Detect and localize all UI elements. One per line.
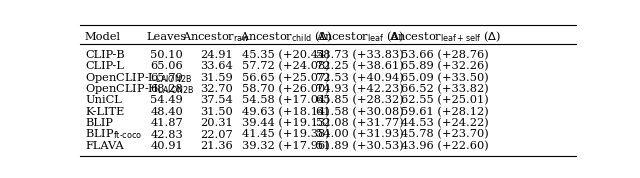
Text: BLIP$_{\rm ft\text{-}coco}$: BLIP$_{\rm ft\text{-}coco}$ <box>85 128 142 142</box>
Text: 65.79: 65.79 <box>150 73 183 83</box>
Text: 45.35 (+20.44): 45.35 (+20.44) <box>242 50 330 60</box>
Text: Ancestor$_{\rm leaf}$ ($\Delta$): Ancestor$_{\rm leaf}$ ($\Delta$) <box>316 30 404 44</box>
Text: 72.25 (+38.61): 72.25 (+38.61) <box>316 61 404 72</box>
Text: 44.53 (+24.22): 44.53 (+24.22) <box>401 118 488 128</box>
Text: 41.45 (+19.38): 41.45 (+19.38) <box>242 129 330 140</box>
Text: Model: Model <box>85 32 121 42</box>
Text: CLIP-L: CLIP-L <box>85 61 124 71</box>
Text: 56.65 (+25.07): 56.65 (+25.07) <box>242 73 330 83</box>
Text: FLAVA: FLAVA <box>85 141 124 151</box>
Text: 58.70 (+26.00): 58.70 (+26.00) <box>242 84 330 94</box>
Text: 57.72 (+24.08): 57.72 (+24.08) <box>242 61 330 72</box>
Text: 58.73 (+33.83): 58.73 (+33.83) <box>316 50 404 60</box>
Text: 66.52 (+33.82): 66.52 (+33.82) <box>401 84 488 94</box>
Text: 61.58 (+30.08): 61.58 (+30.08) <box>316 107 404 117</box>
Text: Leaves: Leaves <box>147 32 187 42</box>
Text: K-LITE: K-LITE <box>85 107 124 117</box>
Text: 72.53 (+40.94): 72.53 (+40.94) <box>316 73 404 83</box>
Text: 53.66 (+28.76): 53.66 (+28.76) <box>401 50 488 60</box>
Text: 37.54: 37.54 <box>200 95 233 105</box>
Text: 51.89 (+30.53): 51.89 (+30.53) <box>316 141 404 151</box>
Text: 31.59: 31.59 <box>200 73 233 83</box>
Text: 39.32 (+17.96): 39.32 (+17.96) <box>242 141 330 151</box>
Text: 32.70: 32.70 <box>200 84 233 94</box>
Text: Ancestor$_{\rm leaf+self}$ ($\Delta$): Ancestor$_{\rm leaf+self}$ ($\Delta$) <box>388 30 500 44</box>
Text: 65.85 (+28.32): 65.85 (+28.32) <box>316 95 404 106</box>
Text: 59.61 (+28.12): 59.61 (+28.12) <box>401 107 488 117</box>
Text: 20.31: 20.31 <box>200 118 233 128</box>
Text: 42.83: 42.83 <box>150 130 183 140</box>
Text: BLIP: BLIP <box>85 118 113 128</box>
Text: 45.78 (+23.70): 45.78 (+23.70) <box>401 129 488 140</box>
Text: 54.00 (+31.93): 54.00 (+31.93) <box>316 129 404 140</box>
Text: 22.07: 22.07 <box>200 130 233 140</box>
Text: 33.64: 33.64 <box>200 61 233 71</box>
Text: UniCL: UniCL <box>85 95 122 105</box>
Text: 50.10: 50.10 <box>150 50 183 60</box>
Text: Ancestor$_{\rm raw}$: Ancestor$_{\rm raw}$ <box>182 30 250 44</box>
Text: 48.40: 48.40 <box>150 107 183 117</box>
Text: 21.36: 21.36 <box>200 141 233 151</box>
Text: 65.06: 65.06 <box>150 61 183 71</box>
Text: 43.96 (+22.60): 43.96 (+22.60) <box>401 141 488 151</box>
Text: CLIP-B: CLIP-B <box>85 50 125 60</box>
Text: 54.58 (+17.04): 54.58 (+17.04) <box>242 95 330 106</box>
Text: 49.63 (+18.14): 49.63 (+18.14) <box>242 107 330 117</box>
Text: OpenCLIP-L$_{\rm LAION2B}$: OpenCLIP-L$_{\rm LAION2B}$ <box>85 71 192 85</box>
Text: 68.28: 68.28 <box>150 84 183 94</box>
Text: 24.91: 24.91 <box>200 50 233 60</box>
Text: 39.44 (+19.13): 39.44 (+19.13) <box>242 118 330 128</box>
Text: Ancestor$_{\rm child}$ ($\Delta$): Ancestor$_{\rm child}$ ($\Delta$) <box>240 30 332 44</box>
Text: 74.93 (+42.23): 74.93 (+42.23) <box>316 84 404 94</box>
Text: 52.08 (+31.77): 52.08 (+31.77) <box>316 118 404 128</box>
Text: 31.50: 31.50 <box>200 107 233 117</box>
Text: OpenCLIP-H$_{\rm LAION2B}$: OpenCLIP-H$_{\rm LAION2B}$ <box>85 82 195 96</box>
Text: 65.89 (+32.26): 65.89 (+32.26) <box>401 61 488 72</box>
Text: 41.87: 41.87 <box>150 118 183 128</box>
Text: 65.09 (+33.50): 65.09 (+33.50) <box>401 73 488 83</box>
Text: 40.91: 40.91 <box>150 141 183 151</box>
Text: 54.49: 54.49 <box>150 95 183 105</box>
Text: 62.55 (+25.01): 62.55 (+25.01) <box>401 95 488 106</box>
